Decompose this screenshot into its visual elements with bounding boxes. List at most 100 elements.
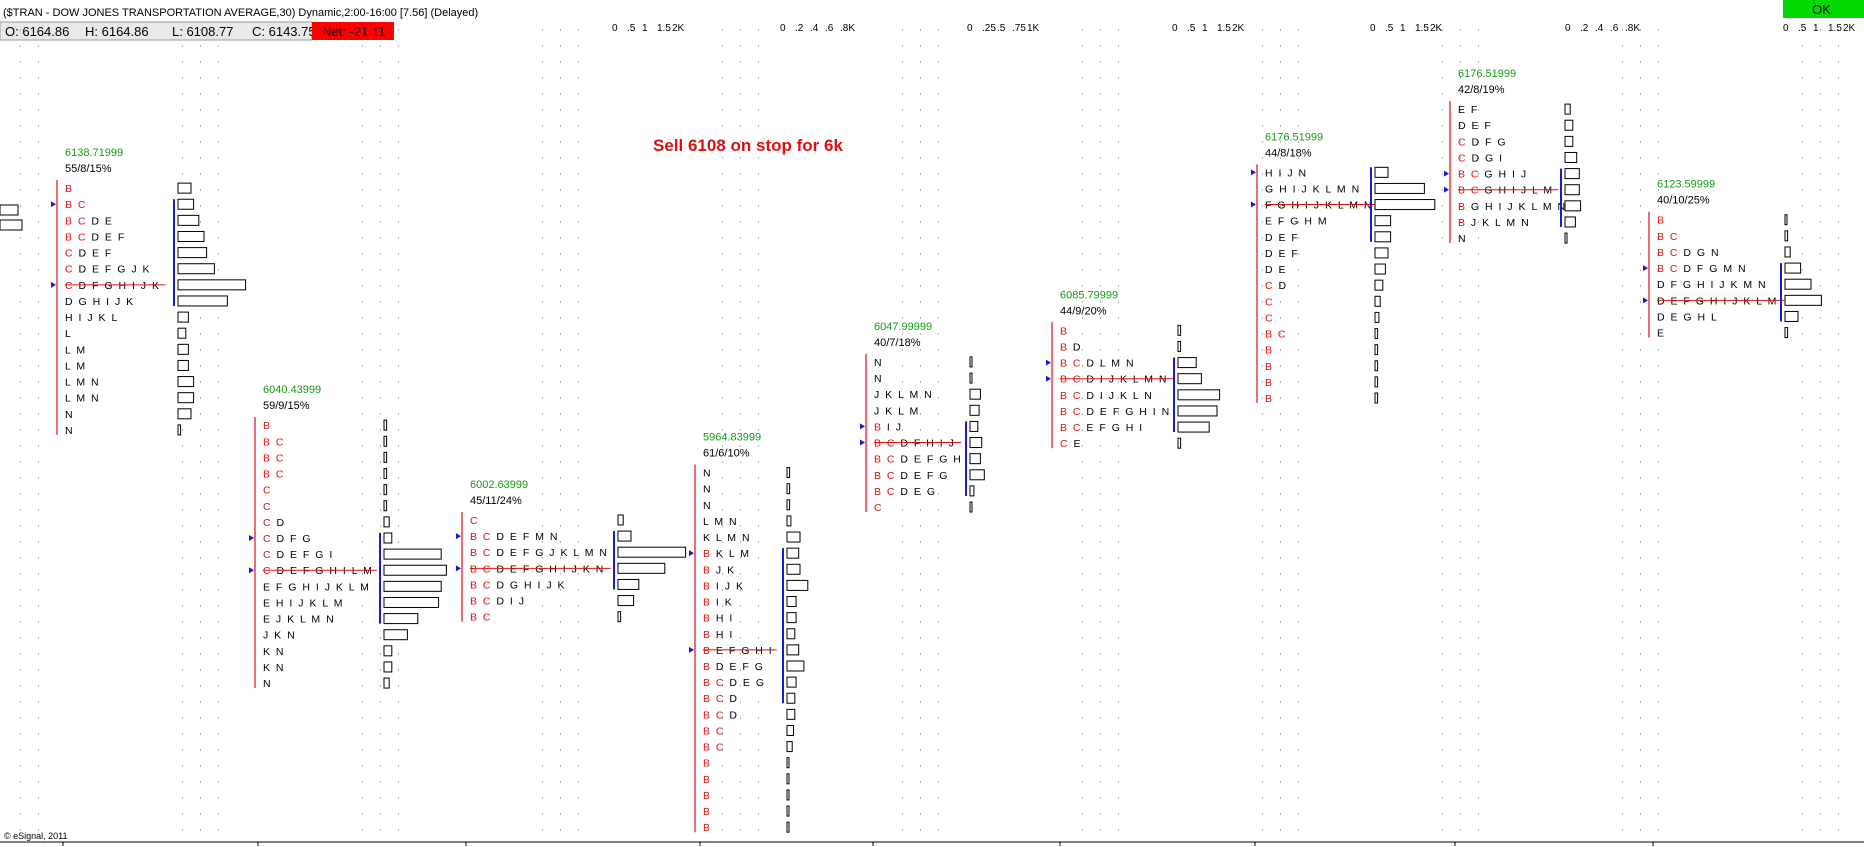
tpo-row: K L M N bbox=[703, 532, 751, 544]
volume-bar bbox=[1784, 262, 1802, 274]
tpo-row: C bbox=[263, 485, 272, 497]
volume-bar bbox=[1374, 199, 1436, 211]
tpo-row: C D F G H I J K bbox=[65, 280, 160, 292]
volume-bar bbox=[1177, 405, 1218, 417]
tpo-row: B C D F G M N bbox=[1657, 263, 1747, 275]
ok-button-label[interactable]: OK bbox=[1812, 2, 1831, 17]
marker-triangle bbox=[860, 439, 865, 446]
tpo-row: E F bbox=[1458, 104, 1479, 116]
volume-scale-label: 1 bbox=[1813, 23, 1819, 34]
tpo-row: N bbox=[703, 500, 712, 512]
volume-scale-label: 1 bbox=[642, 23, 648, 34]
tpo-row: D E G H L bbox=[1657, 311, 1718, 323]
volume-bar bbox=[1374, 182, 1425, 194]
volume-bar bbox=[177, 376, 195, 388]
tpo-row: B C D G N bbox=[1657, 247, 1720, 259]
volume-scale-label: 2K bbox=[672, 23, 685, 34]
grid-dots bbox=[20, 29, 1839, 831]
volume-scale-label: 1.5 bbox=[1828, 23, 1842, 34]
volume-scale-label: .5 bbox=[627, 23, 636, 34]
tpo-row: L M N bbox=[65, 393, 100, 405]
tpo-row: B C bbox=[1265, 329, 1287, 341]
tpo-row: B bbox=[1265, 361, 1274, 373]
tpo-row: B K L M bbox=[703, 548, 750, 560]
volume-scales: 0.5 1 1.5 2K 0.2.4.6.8K 0.25.5.75 1K 0.5 1 1.5 2K 0… bbox=[612, 23, 1856, 34]
tpo-row: N bbox=[703, 484, 712, 496]
tpo-row: B bbox=[1265, 393, 1274, 405]
volume-bar bbox=[1374, 295, 1381, 307]
tpo-row: C bbox=[263, 501, 272, 513]
tpo-row: L M bbox=[65, 344, 87, 356]
tpo-row: B bbox=[703, 758, 712, 770]
tpo-row: C D G I bbox=[1458, 152, 1504, 164]
volume-bar bbox=[383, 468, 388, 480]
volume-bar bbox=[0, 204, 19, 216]
volume-bar bbox=[786, 483, 791, 495]
chart-title: ($TRAN - DOW JONES TRANSPORTATION AVERAG… bbox=[3, 7, 478, 19]
date-axis: 04/0204/0304/0404/0504/0804/0904/1004/11… bbox=[62, 842, 1654, 846]
volume-bar bbox=[1374, 263, 1386, 275]
tpo-row: L bbox=[65, 328, 72, 340]
volume-bar bbox=[969, 404, 980, 416]
volume-bar bbox=[1374, 376, 1379, 388]
volume-bar bbox=[177, 392, 195, 404]
tpo-row: D E F bbox=[1458, 120, 1492, 132]
volume-bar bbox=[383, 596, 440, 608]
tpo-row: J K N bbox=[263, 630, 296, 642]
volume-bar bbox=[177, 263, 215, 275]
tpo-row: H I J N bbox=[1265, 167, 1308, 179]
volume-scale-label: .2 bbox=[795, 23, 804, 34]
tpo-row: B H I bbox=[703, 613, 734, 625]
volume-bar bbox=[1564, 119, 1574, 131]
volume-bar bbox=[1564, 216, 1576, 228]
tpo-row: C E bbox=[1060, 438, 1082, 450]
tpo-row: B bbox=[1657, 215, 1666, 227]
tpo-row: B J K bbox=[703, 564, 736, 576]
marker-triangle bbox=[249, 534, 254, 541]
volume-scale-label: 0 bbox=[1565, 23, 1571, 34]
tpo-row: B E F G H I bbox=[703, 645, 773, 657]
volume-bar bbox=[177, 359, 189, 371]
ok-button[interactable] bbox=[1783, 0, 1864, 18]
volume-bar bbox=[786, 612, 797, 624]
dotted-grid bbox=[20, 29, 1839, 831]
tpo-row: B G H I J K L M N bbox=[1458, 201, 1567, 213]
volume-bar bbox=[786, 547, 800, 559]
volume-bar bbox=[1374, 311, 1380, 323]
marker-triangle bbox=[1251, 201, 1256, 208]
profile-04-11: 6176.51999 42/8/19% E F D E F C D F G C D G I… bbox=[1444, 68, 1582, 245]
volume-bar bbox=[177, 279, 247, 291]
volume-scale-label: 0 bbox=[967, 23, 973, 34]
volume-bar bbox=[177, 311, 189, 323]
poc-label: 5964.83999 bbox=[703, 432, 761, 444]
tpo-row: B C D E F G H I J K N bbox=[470, 563, 605, 575]
profile-stats: 40/10/25% bbox=[1657, 195, 1710, 207]
volume-scale-label: 0 bbox=[780, 23, 786, 34]
tpo-row: N bbox=[703, 468, 712, 480]
volume-bar bbox=[1177, 421, 1210, 433]
volume-bar bbox=[383, 645, 393, 657]
volume-bar bbox=[383, 451, 388, 463]
volume-bar bbox=[617, 611, 622, 623]
poc-label: 6002.63999 bbox=[470, 479, 528, 491]
volume-bar bbox=[1784, 278, 1812, 290]
volume-bar bbox=[383, 419, 388, 431]
volume-bar bbox=[617, 562, 666, 574]
tpo-row: B bbox=[1060, 325, 1069, 337]
volume-bar bbox=[786, 499, 791, 511]
poc-label: 6138.71999 bbox=[65, 147, 123, 159]
volume-bar bbox=[1374, 279, 1384, 291]
volume-bar bbox=[1784, 214, 1788, 226]
volume-scale-label: 0 bbox=[1172, 23, 1178, 34]
volume-bar bbox=[1374, 247, 1389, 259]
volume-bar bbox=[969, 356, 973, 368]
tpo-row: B D bbox=[1060, 341, 1082, 353]
profile-stats: 40/7/18% bbox=[874, 337, 921, 349]
profile-04-09: 6085.79999 44/9/20% B B D B C D L M N B C D I… bbox=[1046, 289, 1221, 450]
tpo-row: B bbox=[65, 183, 74, 195]
volume-bar bbox=[786, 724, 794, 736]
tpo-row: K N bbox=[263, 646, 285, 658]
poc-label: 6176.51999 bbox=[1265, 131, 1323, 143]
volume-bar bbox=[177, 247, 208, 259]
